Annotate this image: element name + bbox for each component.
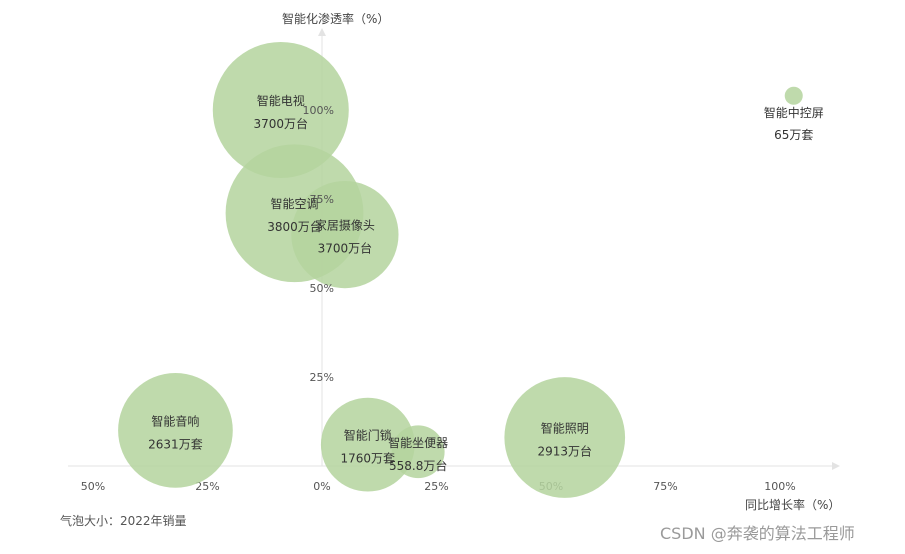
bubble-size-value: 65万套 bbox=[774, 128, 813, 142]
x-tick-label: 75% bbox=[653, 480, 677, 493]
bubble-7 bbox=[784, 86, 803, 105]
bubbles bbox=[118, 42, 803, 498]
bubble-size-value: 2631万套 bbox=[148, 437, 203, 451]
bubble-labels: 25%50%75%100%智能电视3700万台智能空调3800万台家居摄像头37… bbox=[148, 93, 824, 473]
bubble-size-value: 3700万台 bbox=[254, 116, 309, 131]
bubble-size-value: 1760万套 bbox=[341, 452, 396, 466]
bubble-6 bbox=[504, 377, 626, 498]
bubble-name: 智能照明 bbox=[541, 421, 589, 436]
bubble-size-value: 2913万台 bbox=[537, 444, 592, 459]
bubble-0 bbox=[212, 42, 349, 178]
y-tick-label: 25% bbox=[310, 371, 334, 384]
x-tick-label: 0% bbox=[313, 480, 330, 493]
bubble-name: 智能门锁 bbox=[344, 428, 392, 443]
y-axis-label: 智能化渗透率（%） bbox=[282, 11, 389, 26]
x-axis-label: 同比增长率（%） bbox=[745, 497, 840, 512]
y-tick-label: 100% bbox=[303, 104, 334, 117]
bubble-name: 智能电视 bbox=[257, 93, 305, 108]
x-tick-label: 50% bbox=[81, 480, 105, 493]
bubble-5 bbox=[391, 425, 445, 479]
bubble-name: 智能音响 bbox=[151, 413, 199, 428]
bubble-2 bbox=[291, 180, 399, 289]
axes: 智能化渗透率（%） 同比增长率（%） 50% 25% 0% 25% 50% 75% 100% bbox=[68, 11, 840, 512]
y-axis-arrow bbox=[318, 28, 326, 36]
x-tick-label: 100% bbox=[764, 480, 795, 493]
bubble-size-value: 3800万台 bbox=[267, 219, 322, 234]
bubble-size-note: 气泡大小：2022年销量 bbox=[60, 514, 187, 528]
bubble-3 bbox=[118, 373, 233, 488]
bubble-name: 家居摄像头 bbox=[315, 218, 375, 233]
bubble-size-value: 3700万台 bbox=[318, 241, 373, 256]
bubble-name: 智能中控屏 bbox=[764, 105, 824, 120]
bubble-name: 智能坐便器 bbox=[388, 435, 448, 450]
y-tick-label: 50% bbox=[310, 282, 334, 295]
x-axis-arrow bbox=[832, 462, 840, 470]
bubble-size-value: 558.8万台 bbox=[389, 458, 447, 473]
x-tick-label: 25% bbox=[195, 480, 219, 493]
bubble-name: 智能空调 bbox=[271, 196, 319, 211]
y-tick-label: 75% bbox=[310, 193, 334, 206]
x-tick-label: 25% bbox=[424, 480, 448, 493]
bubble-4 bbox=[320, 397, 415, 492]
watermark: CSDN @奔袭的算法工程师 bbox=[660, 524, 855, 543]
